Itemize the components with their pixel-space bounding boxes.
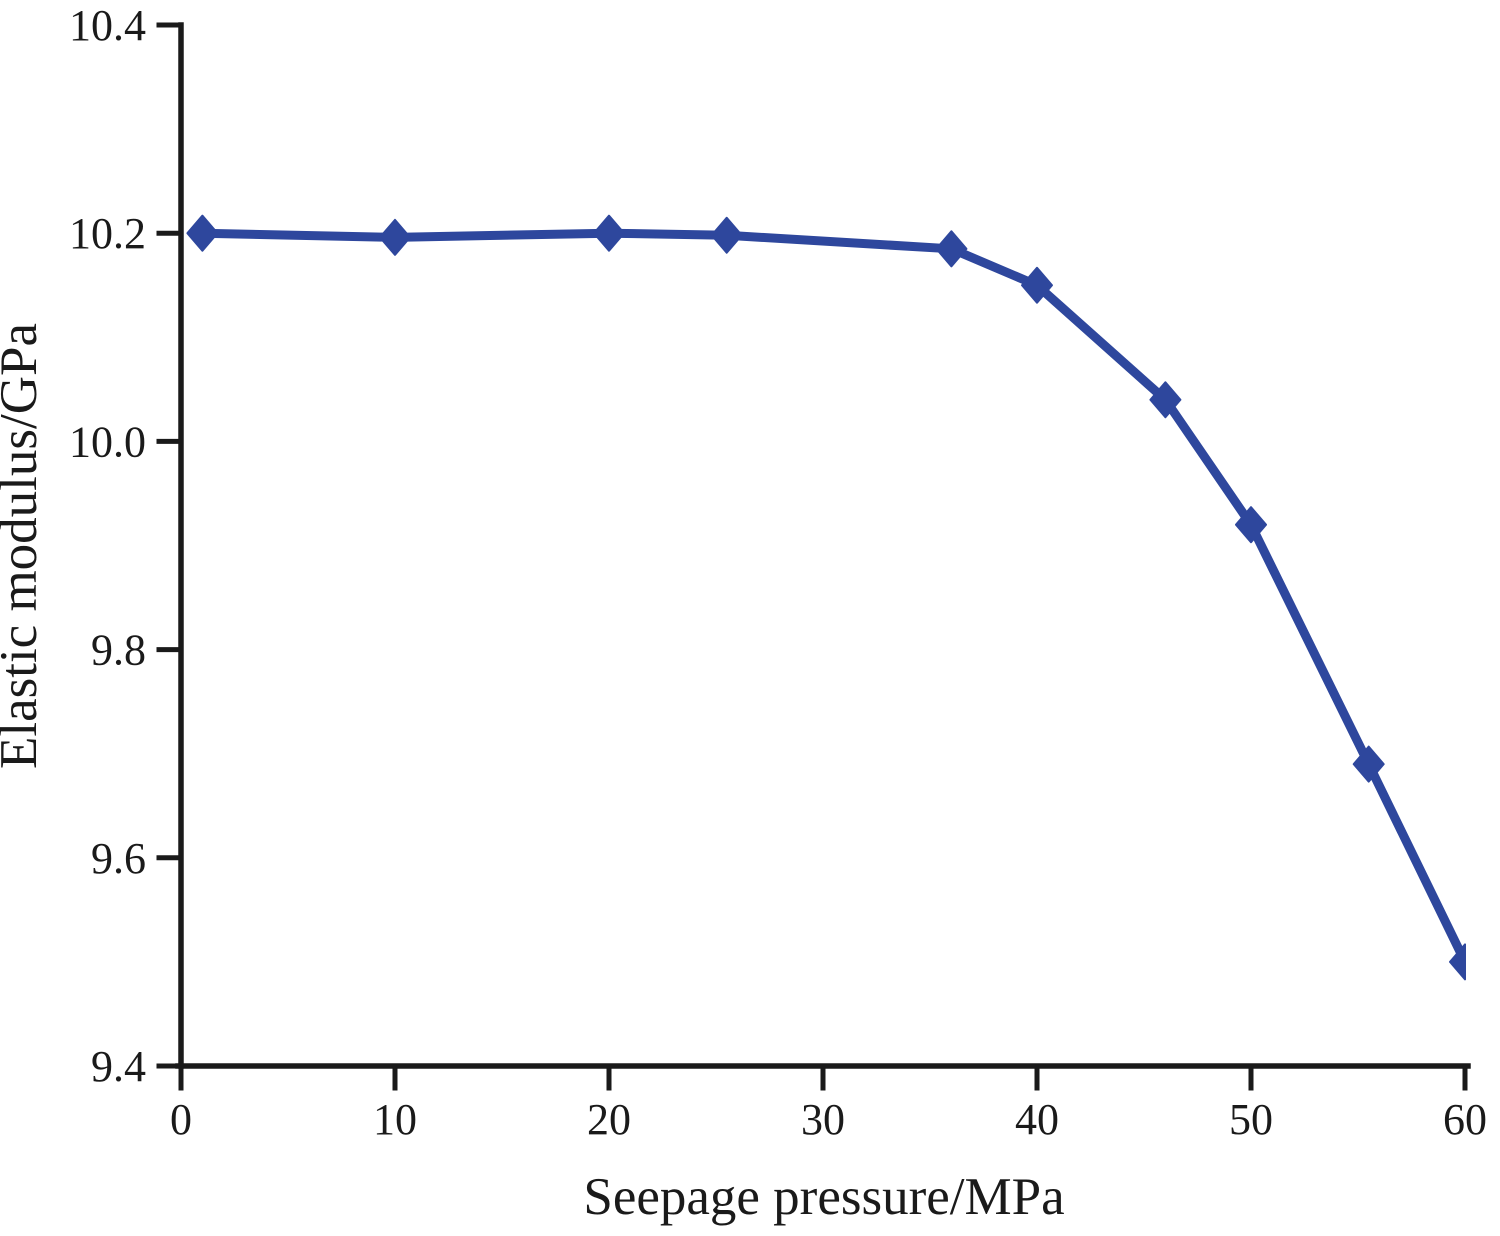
data-point-marker <box>186 214 219 252</box>
data-point-marker <box>1449 943 1466 981</box>
y-tick-label: 10.2 <box>69 209 146 258</box>
y-tick-label: 9.4 <box>91 1042 146 1091</box>
x-axis-title: Seepage pressure/MPa <box>583 1168 1064 1226</box>
x-tick-label: 10 <box>373 1095 417 1144</box>
axes: 10.4 10.2 10.0 9.8 9.6 9.4 0 10 20 30 40 50 60 <box>69 1 1487 1144</box>
data-point-marker <box>1352 745 1385 783</box>
x-tick-label: 50 <box>1229 1095 1273 1144</box>
data-point-marker <box>1235 506 1267 544</box>
x-tick-label: 60 <box>1443 1095 1487 1144</box>
y-tick-label: 10.0 <box>69 417 146 466</box>
x-tick-label: 40 <box>1015 1095 1059 1144</box>
x-tick-label: 20 <box>587 1095 631 1144</box>
y-axis-title: Elastic modulus/GPa <box>0 323 48 769</box>
series-line <box>197 228 1466 967</box>
y-tick-label: 9.8 <box>91 626 146 675</box>
series-group <box>186 214 1466 981</box>
data-point-marker <box>710 216 743 254</box>
data-point-marker <box>593 214 625 252</box>
y-tick-label: 10.4 <box>69 1 146 50</box>
y-tick-label: 9.6 <box>91 834 146 883</box>
data-point-marker <box>935 230 968 268</box>
x-tick-label: 0 <box>170 1095 192 1144</box>
data-point-marker <box>1149 381 1182 419</box>
data-point-marker <box>379 218 411 256</box>
x-tick-label: 30 <box>801 1095 845 1144</box>
data-point-marker <box>1021 266 1053 304</box>
